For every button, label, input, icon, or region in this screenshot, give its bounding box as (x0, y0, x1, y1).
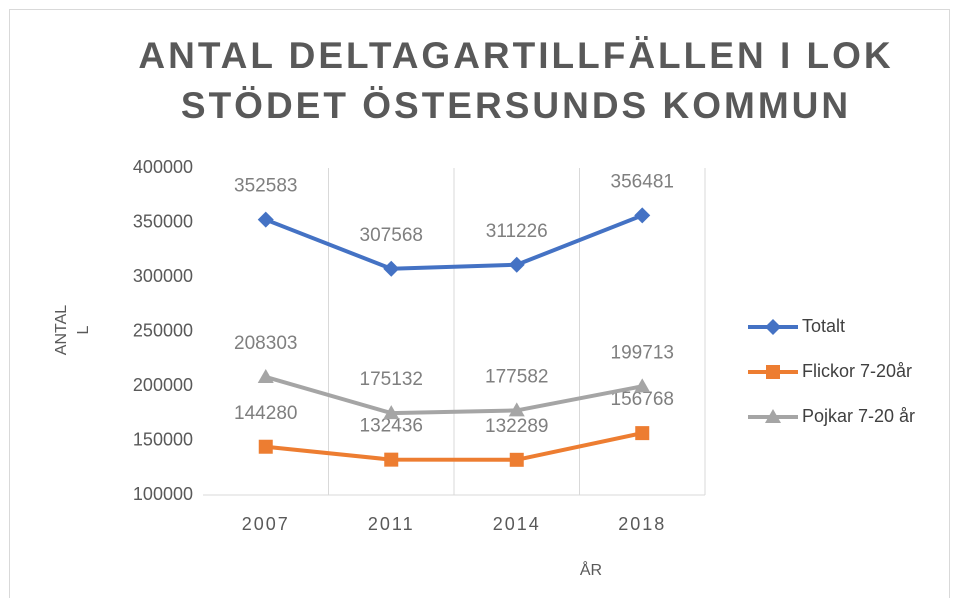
data-label: 199713 (611, 342, 674, 363)
data-label: 144280 (234, 403, 297, 424)
marker (509, 452, 524, 467)
data-label: 208303 (234, 333, 297, 354)
x-axis-label: ÅR (580, 560, 602, 579)
data-label: 352583 (234, 176, 297, 197)
chart-title: STÖDET ÖSTERSUNDS KOMMUN (181, 85, 851, 126)
y-tick-label: 400000 (133, 157, 193, 177)
x-tick-label: 2011 (368, 514, 415, 534)
y-tick-label: 300000 (133, 266, 193, 286)
marker (634, 378, 651, 393)
y-axis-label: L (75, 325, 92, 334)
marker (765, 319, 781, 335)
marker (383, 405, 400, 420)
data-label: 156768 (611, 389, 674, 410)
marker (765, 409, 781, 423)
marker (508, 256, 525, 273)
data-label: 175132 (360, 369, 423, 390)
y-tick-label: 100000 (133, 484, 193, 504)
legend-label: Flickor 7-20år (802, 361, 912, 381)
x-tick-label: 2018 (618, 514, 666, 534)
y-tick-label: 350000 (133, 211, 193, 231)
line (265, 213, 643, 271)
marker (258, 439, 273, 454)
marker (384, 452, 399, 467)
marker (257, 368, 274, 383)
y-tick-label: 250000 (133, 320, 193, 340)
x-tick-label: 2014 (493, 514, 541, 534)
marker (257, 211, 274, 228)
marker (766, 365, 780, 379)
data-label: 311226 (486, 221, 548, 242)
line (265, 431, 643, 462)
y-tick-label: 150000 (133, 429, 193, 449)
chart-title: ANTAL DELTAGARTILLFÄLLEN I LOK (138, 35, 893, 76)
marker (635, 426, 650, 441)
chart-border (9, 9, 950, 598)
data-label: 132289 (485, 416, 548, 437)
data-label: 356481 (611, 171, 674, 192)
x-tick-label: 2007 (242, 514, 290, 534)
y-axis-label: ANTAL (53, 305, 70, 355)
y-tick-label: 200000 (133, 375, 193, 395)
marker (383, 260, 400, 277)
legend-label: Pojkar 7-20 år (802, 406, 915, 426)
marker (634, 207, 651, 224)
line (265, 375, 643, 416)
data-label: 307568 (360, 225, 423, 246)
data-label: 132436 (360, 416, 423, 437)
data-label: 177582 (485, 366, 548, 387)
marker (508, 402, 525, 417)
legend-label: Totalt (802, 316, 845, 336)
